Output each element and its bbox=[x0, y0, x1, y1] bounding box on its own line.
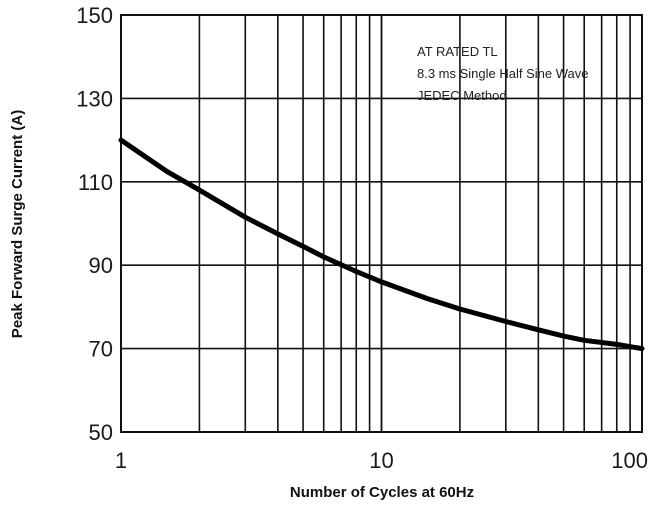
annotation-waveform: 8.3 ms Single Half Sine Wave bbox=[417, 66, 588, 81]
annotation-method: JEDEC Method bbox=[417, 88, 507, 103]
y-tick-label: 130 bbox=[76, 86, 113, 111]
series-layer bbox=[118, 137, 645, 352]
x-tick-label: 100 bbox=[611, 448, 648, 473]
y-axis-label: Peak Forward Surge Current (A) bbox=[9, 110, 26, 338]
y-tick-label: 50 bbox=[89, 420, 113, 445]
grid-lines bbox=[121, 15, 642, 432]
y-tick-label: 90 bbox=[89, 253, 113, 278]
y-tick-labels: 50 70 90 110 130 150 bbox=[76, 3, 113, 445]
surge-current-curve bbox=[118, 137, 645, 352]
x-axis-label: Number of Cycles at 60Hz bbox=[290, 484, 474, 501]
annotation-rated: AT RATED TL bbox=[417, 44, 498, 59]
x-tick-label: 10 bbox=[369, 448, 393, 473]
y-tick-label: 70 bbox=[89, 337, 113, 362]
y-tick-label: 110 bbox=[78, 170, 113, 195]
x-tick-labels: 1 10 100 bbox=[115, 448, 648, 473]
y-tick-label: 150 bbox=[76, 3, 113, 28]
x-tick-label: 1 bbox=[115, 448, 127, 473]
